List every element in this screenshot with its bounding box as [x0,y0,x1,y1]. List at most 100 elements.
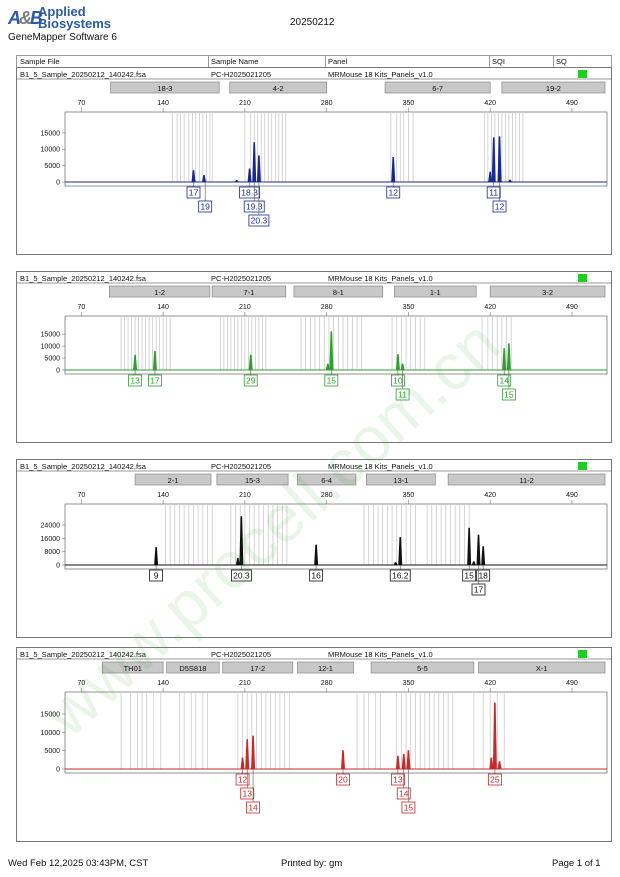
trace-peak [398,537,403,566]
marker-bar [370,661,475,674]
x-tick-label: 210 [239,304,251,311]
marker-label: 12-1 [318,664,333,673]
trace-peak [395,354,400,371]
allele-box [391,773,405,786]
trace-peak [239,516,244,566]
logo-mark: A&B [8,8,43,28]
chart-red: B1_5_Sample_20250212_140242.fsa PC-H20250… [17,650,611,814]
allele-label: 13 [130,376,140,386]
trace-peak [481,546,486,566]
allele-label: 16.2 [392,571,409,581]
plot-frame [64,503,608,570]
allele-box [497,374,512,387]
col-panel: Panel [328,57,348,66]
x-tick-label: 350 [403,492,415,499]
panel-name: MRMouse 18 Kits_Panels_v1.0 [328,70,433,79]
plot-frame [64,111,608,187]
allele-box [396,787,411,800]
x-tick-label: 420 [484,304,496,311]
chart-green: B1_5_Sample_20250212_140242.fsa PC-H20250… [17,274,611,401]
allele-box [239,186,260,199]
trace-peak [467,527,472,566]
trace-peak [476,534,481,566]
electropherogram-panel-green: B1_5_Sample_20250212_140242.fsa PC-H20250… [16,271,612,443]
marker-bar [110,81,220,94]
col-sample-file: Sample File [20,57,60,66]
allele-box [386,186,401,199]
x-tick-label: 210 [239,100,251,107]
brand-line-1: Applied [38,4,86,19]
marker-label: 1-2 [154,288,165,297]
allele-label: 18 [478,571,488,581]
applied-biosystems-logo: A&B Applied Biosystems [8,4,118,32]
sq-status-indicator [578,274,587,282]
panel-name: MRMouse 18 Kits_Panels_v1.0 [328,650,433,659]
allele-box [198,200,213,213]
trace-peak [492,702,497,770]
marker-bar [366,473,436,486]
allele-label: 15 [504,390,514,400]
allele-box [246,801,260,814]
y-tick-label: 5000 [44,163,60,170]
trace-peak [325,363,330,371]
col-sqi: SQI [492,57,505,66]
x-tick-label: 490 [566,100,578,107]
x-tick-label: 140 [157,492,169,499]
allele-box [309,569,324,582]
marker-bar [222,661,294,674]
electropherogram-panel-blue: B1_5_Sample_20250212_140242.fsa PC-H20250… [16,67,612,255]
trace-peak [489,757,494,770]
marker-label: 3-2 [542,288,553,297]
sample-name: PC-H2025021205 [211,274,271,283]
marker-bar [166,661,220,674]
allele-label: 12 [495,202,505,212]
x-tick-label: 210 [239,492,251,499]
marker-bar [102,661,164,674]
allele-label: 12 [238,775,248,785]
trace-peak [497,761,502,770]
col-sample-name: Sample Name [211,57,259,66]
y-tick-label: 0 [56,180,60,187]
footer-page: Page 1 of 1 [552,858,601,869]
allele-box [501,388,516,401]
sq-status-indicator [578,70,587,78]
trace-peak [491,137,496,183]
marker-bar [211,285,287,298]
trace-peak [154,547,159,566]
allele-box [148,374,162,387]
allele-label: 20.3 [251,216,268,226]
x-tick-label: 350 [403,680,415,687]
trace-peak [240,757,245,770]
brand-line-2: Biosystems [38,16,111,31]
allele-label: 15 [327,376,337,386]
allele-box [462,569,477,582]
marker-bar [297,661,354,674]
allele-label: 19.3 [246,202,263,212]
allele-box [186,186,201,199]
plot-frame [64,691,608,774]
footer-printed-by: Printed by: gm [281,858,343,869]
trace-peak [251,735,256,770]
trace-peak [252,142,257,183]
y-tick-label: 0 [56,368,60,375]
x-tick-label: 490 [566,680,578,687]
y-tick-label: 0 [56,563,60,570]
trace-peak [400,363,405,371]
sample-name: PC-H2025021205 [211,650,271,659]
trace-peak [340,750,346,770]
marker-label: 13-1 [393,476,408,485]
x-tick-label: 70 [77,304,85,311]
marker-label: 8-1 [333,288,344,297]
allele-label: 29 [246,376,256,386]
allele-label: 10 [393,376,403,386]
x-tick-label: 140 [157,304,169,311]
marker-label: 17-2 [250,664,265,673]
trace-peak [256,155,261,183]
trace-peak [395,755,400,770]
marker-label: 6-4 [321,476,332,485]
allele-box [389,569,411,582]
trace-peak [201,175,207,183]
run-id: 20250212 [290,17,335,28]
trace-peak [502,348,507,371]
marker-bar [489,285,606,298]
